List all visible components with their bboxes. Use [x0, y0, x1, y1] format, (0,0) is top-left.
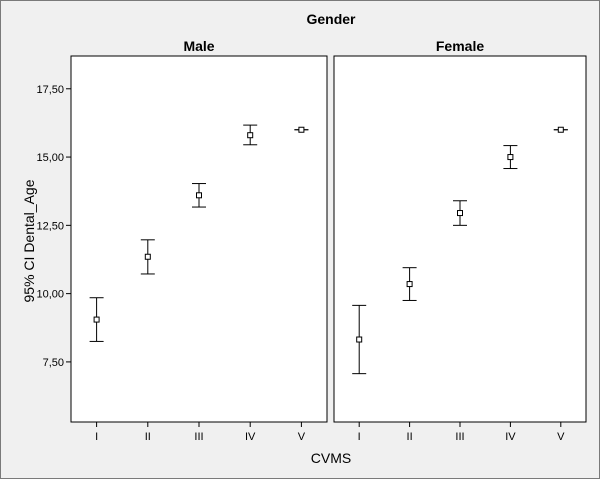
- x-tick-label: III: [194, 431, 203, 443]
- x-tick-label: I: [95, 431, 98, 443]
- mean-marker: [298, 126, 305, 133]
- x-axis-label: CVMS: [311, 450, 351, 466]
- panel-plot-area: [333, 55, 587, 423]
- mean-marker: [196, 192, 202, 199]
- x-tick-label: II: [407, 431, 413, 443]
- x-tick-label: III: [455, 431, 464, 443]
- chart-title: Gender: [306, 11, 356, 27]
- x-tick-label: II: [145, 431, 151, 443]
- y-axis-label: 95% CI Dental_Age: [21, 179, 37, 302]
- mean-marker: [93, 316, 100, 323]
- x-tick-label: V: [298, 431, 306, 443]
- panel-plot-area: [70, 55, 328, 423]
- mean-marker: [356, 336, 363, 343]
- panel-title: Female: [436, 38, 484, 54]
- y-tick-label: 7,50: [43, 357, 64, 369]
- mean-marker: [457, 210, 463, 217]
- mean-marker: [247, 132, 254, 139]
- y-tick-label: 17,50: [36, 84, 64, 96]
- y-tick-label: 15,00: [36, 152, 64, 164]
- mean-marker: [406, 281, 413, 288]
- mean-marker: [557, 126, 564, 133]
- mean-marker: [144, 253, 151, 260]
- x-tick-label: IV: [505, 431, 516, 443]
- x-tick-label: I: [358, 431, 361, 443]
- mean-marker: [507, 154, 514, 161]
- panel-title: Male: [183, 38, 214, 54]
- y-tick-label: 10,00: [36, 289, 64, 301]
- x-tick-label: V: [557, 431, 565, 443]
- x-tick-label: IV: [245, 431, 256, 443]
- y-tick-label: 12,50: [36, 220, 64, 232]
